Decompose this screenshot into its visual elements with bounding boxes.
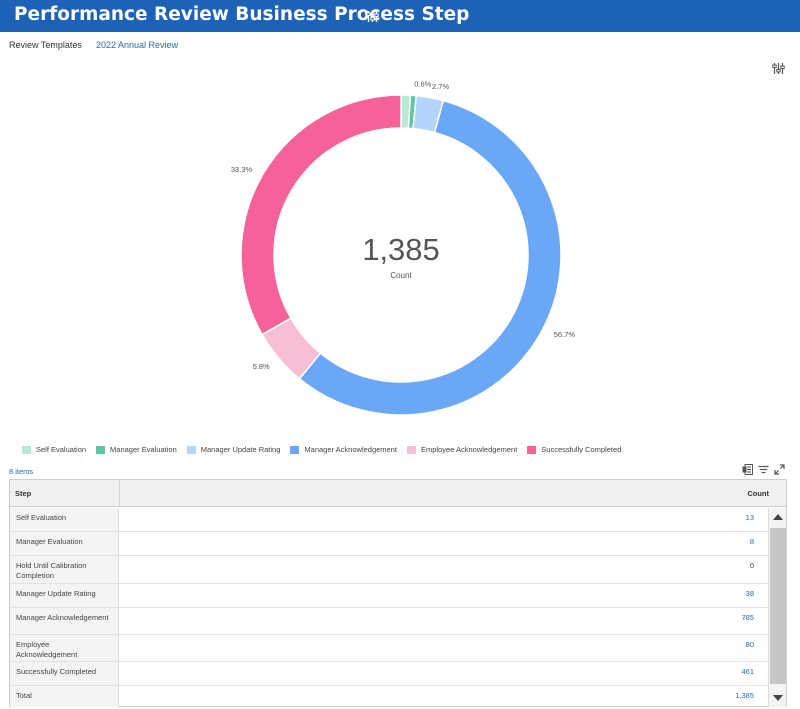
legend-label: Manager Acknowledgement (304, 445, 397, 454)
table-scrollbar[interactable] (768, 508, 786, 707)
scroll-thumb[interactable] (770, 528, 786, 684)
column-header-step[interactable]: Step (15, 489, 32, 498)
review-templates-label: Review Templates (9, 40, 82, 50)
slice-percent-label: 2.7% (432, 82, 449, 91)
slice-percent-label: 33.3% (231, 165, 253, 174)
legend-label: Employee Acknowledgement (420, 445, 518, 454)
legend-swatch (290, 445, 300, 454)
legend-swatch (186, 445, 196, 454)
sliders-icon[interactable] (366, 10, 379, 23)
column-header-count[interactable]: Count (747, 489, 769, 498)
export-excel-icon[interactable] (742, 464, 753, 475)
donut-slice-manager-acknowledgement[interactable] (298, 99, 562, 416)
row-count-link[interactable]: 13 (745, 513, 754, 522)
items-count: 8 items (9, 467, 34, 476)
legend-swatch (406, 445, 416, 454)
row-count-link[interactable]: 461 (741, 667, 754, 676)
row-step: Self Evaluation (10, 508, 119, 531)
legend-item[interactable]: Self Evaluation (22, 445, 86, 454)
table-row: Manager Evaluation 8 (10, 532, 768, 556)
step-count-table: Step Count Self Evaluation 13 Manager Ev… (9, 479, 787, 707)
legend-label: Self Evaluation (36, 445, 87, 454)
slice-percent-label: 0.6% (414, 80, 431, 89)
row-count: 0 (749, 561, 754, 570)
legend-item[interactable]: Manager Acknowledgement (290, 445, 397, 454)
donut-slice-successfully-completed[interactable] (240, 94, 402, 336)
chart-settings-icon[interactable] (772, 62, 785, 75)
table-toolbar (742, 464, 785, 475)
legend-label: Manager Evaluation (110, 445, 177, 454)
table-row: Employee Acknowledgement 80 (10, 635, 768, 662)
legend-item[interactable]: Employee Acknowledgement (406, 445, 518, 454)
row-count-link[interactable]: 8 (749, 537, 754, 546)
row-step: Manager Update Rating (10, 584, 119, 607)
table-header: Step Count (10, 480, 786, 507)
row-step: Hold Until Calibration Completion (10, 556, 119, 583)
legend-swatch (527, 445, 537, 454)
filter-icon[interactable] (758, 464, 769, 475)
donut-center-value: 1,385 (362, 232, 440, 267)
review-template-row: Review Templates 2022 Annual Review (9, 40, 178, 50)
row-step: Manager Acknowledgement (10, 608, 119, 634)
legend-item[interactable]: Successfully Completed (527, 445, 621, 454)
row-step: Manager Evaluation (10, 532, 119, 555)
scroll-down-arrow-icon[interactable] (773, 695, 783, 701)
row-count-link[interactable]: 785 (741, 613, 754, 622)
donut-center-label: Count (390, 271, 412, 280)
table-row: Manager Acknowledgement 785 (10, 608, 768, 635)
slice-percent-label: 56.7% (554, 330, 576, 339)
row-step: Employee Acknowledgement (10, 635, 119, 661)
row-count-link[interactable]: 38 (745, 589, 754, 598)
legend-swatch (96, 445, 106, 454)
chart-legend: Self Evaluation Manager Evaluation Manager… (22, 445, 631, 454)
donut-chart: 0.6% 2.7% 56.7% 5.8% 33.3% 1,385 Count (231, 80, 576, 416)
review-template-link[interactable]: 2022 Annual Review (96, 40, 179, 50)
table-total-row: Total 1,385 (10, 686, 768, 707)
table-row: Successfully Completed 461 (10, 662, 768, 686)
page-header: Performance Review Business Process Step (0, 0, 800, 32)
table-row: Self Evaluation 13 (10, 508, 768, 532)
row-step: Total (10, 686, 119, 707)
table-row: Manager Update Rating 38 (10, 584, 768, 608)
column-divider (119, 480, 120, 507)
row-count-link[interactable]: 1,385 (735, 691, 754, 700)
legend-item[interactable]: Manager Evaluation (96, 445, 177, 454)
legend-label: Successfully Completed (541, 445, 622, 454)
fullscreen-icon[interactable] (774, 464, 785, 475)
row-step: Successfully Completed (10, 662, 119, 685)
legend-swatch (22, 445, 31, 454)
page-title: Performance Review Business Process Step (14, 4, 470, 25)
scroll-up-arrow-icon[interactable] (773, 514, 783, 520)
table-row: Hold Until Calibration Completion 0 (10, 556, 768, 584)
row-count-link[interactable]: 80 (745, 640, 754, 649)
slice-percent-label: 5.8% (253, 362, 270, 371)
legend-label: Manager Update Rating (200, 445, 281, 454)
legend-item[interactable]: Manager Update Rating (186, 445, 281, 454)
